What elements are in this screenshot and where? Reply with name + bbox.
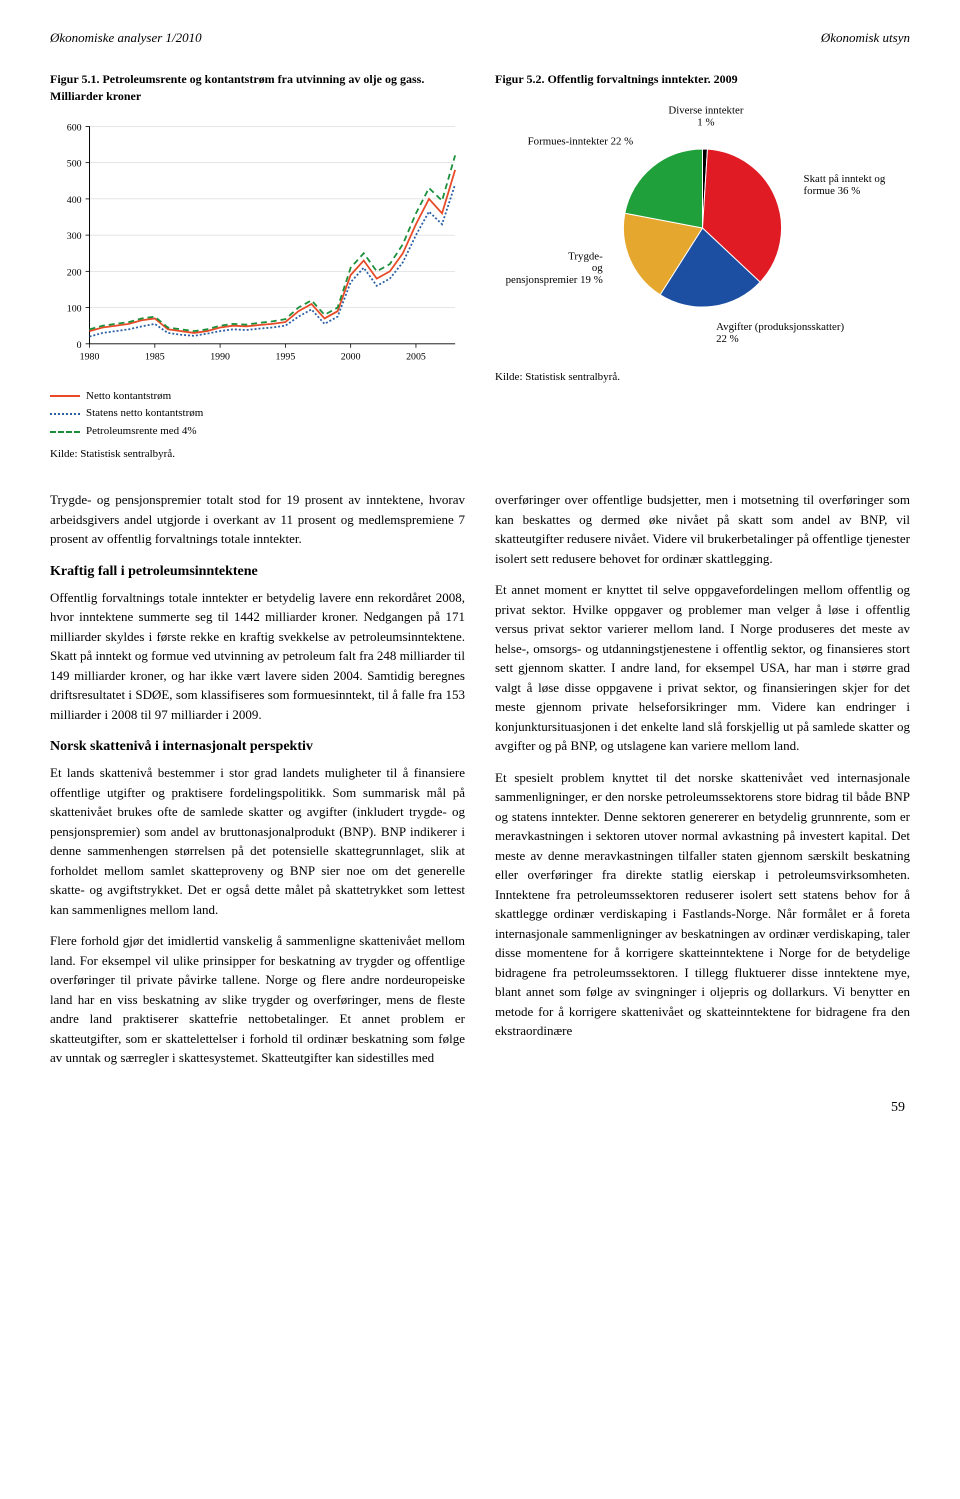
svg-text:0: 0: [77, 339, 82, 350]
section-heading: Kraftig fall i petroleumsinntektene: [50, 561, 465, 582]
line-chart: 0 100 200 300 400 500 600 1980 1985 1990 1995 2000 2…: [50, 115, 465, 375]
svg-text:200: 200: [67, 267, 82, 278]
figure-2-source: Kilde: Statistisk sentralbyrå.: [495, 371, 910, 383]
svg-text:pensjonspremier 19 %: pensjonspremier 19 %: [506, 274, 603, 286]
svg-text:400: 400: [67, 194, 82, 205]
svg-text:300: 300: [67, 231, 82, 242]
svg-text:500: 500: [67, 158, 82, 169]
body-paragraph: Offentlig forvaltnings totale inntekter …: [50, 588, 465, 725]
svg-text:formue 36 %: formue 36 %: [804, 185, 861, 197]
figure-1-source: Kilde: Statistisk sentralbyrå.: [50, 448, 465, 460]
svg-text:Diverse inntekter: Diverse inntekter: [668, 104, 743, 116]
body-paragraph: overføringer over offentlige budsjetter,…: [495, 490, 910, 568]
figure-1-caption: Figur 5.1. Petroleumsrente og kontantstr…: [50, 71, 465, 105]
body-paragraph: Flere forhold gjør det imidlertid vanske…: [50, 931, 465, 1068]
body-paragraph: Trygde- og pensjonspremier totalt stod f…: [50, 490, 465, 549]
svg-text:1985: 1985: [145, 351, 165, 362]
figure-2-caption: Figur 5.2. Offentlig forvaltnings inntek…: [495, 71, 910, 88]
figure-5-1: Figur 5.1. Petroleumsrente og kontantstr…: [50, 71, 465, 460]
svg-text:1995: 1995: [276, 351, 296, 362]
svg-text:2005: 2005: [406, 351, 426, 362]
body-paragraph: Et spesielt problem knyttet til det nors…: [495, 768, 910, 1041]
page-number: 59: [50, 1100, 910, 1116]
legend-item: Statens netto kontantstrøm: [50, 405, 465, 423]
svg-text:Formues-inntekter 22 %: Formues-inntekter 22 %: [528, 135, 634, 147]
left-column: Trygde- og pensjonspremier totalt stod f…: [50, 490, 465, 1080]
header-right: Økonomisk utsyn: [821, 30, 910, 46]
svg-text:600: 600: [67, 122, 82, 133]
figure-5-2: Figur 5.2. Offentlig forvaltnings inntek…: [495, 71, 910, 460]
body-paragraph: Et lands skattenivå bestemmer i stor gra…: [50, 763, 465, 919]
pie-chart: Diverse inntekter1 % Skatt på inntekt ogf…: [495, 98, 910, 358]
svg-text:Avgifter (produksjonsskatter): Avgifter (produksjonsskatter): [716, 321, 844, 333]
svg-text:og: og: [592, 262, 603, 274]
svg-text:22 %: 22 %: [716, 333, 739, 345]
svg-text:Trygde-: Trygde-: [568, 250, 603, 262]
svg-text:1980: 1980: [80, 351, 100, 362]
svg-text:1 %: 1 %: [697, 116, 714, 128]
legend-item: Petroleumsrente med 4%: [50, 423, 465, 441]
svg-text:100: 100: [67, 303, 82, 314]
section-heading: Norsk skattenivå i internasjonalt perspe…: [50, 736, 465, 757]
legend-item: Netto kontantstrøm: [50, 388, 465, 406]
svg-text:Skatt på inntekt og: Skatt på inntekt og: [804, 173, 886, 185]
svg-text:2000: 2000: [341, 351, 361, 362]
svg-text:1990: 1990: [210, 351, 230, 362]
figure-1-legend: Netto kontantstrømStatens netto kontants…: [50, 388, 465, 441]
right-column: overføringer over offentlige budsjetter,…: [495, 490, 910, 1080]
header-left: Økonomiske analyser 1/2010: [50, 30, 202, 46]
body-paragraph: Et annet moment er knyttet til selve opp…: [495, 580, 910, 756]
